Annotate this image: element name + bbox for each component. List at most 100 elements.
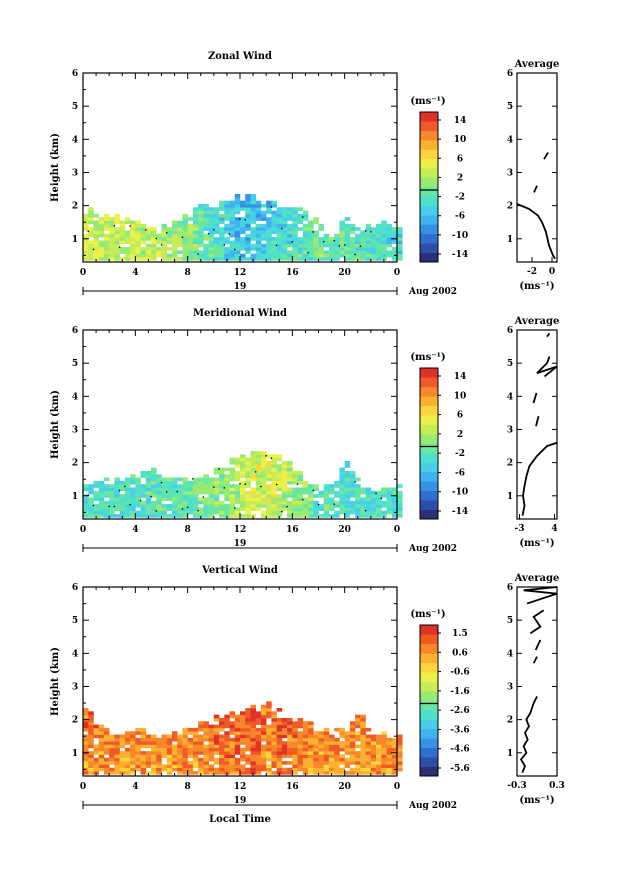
heatmap-cell — [355, 253, 361, 258]
contour-dot — [129, 503, 131, 506]
heatmap-cell — [281, 230, 288, 235]
heatmap-cell — [140, 250, 147, 255]
heatmap-cell — [266, 494, 272, 498]
heatmap-cell — [281, 717, 288, 722]
heatmap-cell — [234, 751, 241, 755]
colorbar-tick-label: -14 — [452, 507, 468, 517]
heatmap-cell — [213, 771, 220, 775]
heatmap-cell — [219, 203, 225, 208]
heatmap-cell — [245, 210, 251, 215]
heatmap-cell — [266, 474, 272, 478]
heatmap-cell — [260, 213, 267, 218]
heatmap-cell — [219, 737, 225, 742]
heatmap-cell — [234, 243, 241, 248]
heatmap-cell — [349, 767, 356, 772]
heatmap-cell — [208, 747, 215, 752]
heatmap-cell — [287, 467, 293, 472]
heatmap-cell — [229, 233, 236, 238]
heatmap-cell — [276, 480, 283, 485]
contour-dot — [333, 239, 336, 242]
heatmap-cell — [151, 747, 157, 752]
heatmap-cell — [260, 237, 267, 241]
heatmap-cell — [355, 751, 361, 755]
heatmap-cell — [245, 757, 251, 762]
heatmap-cell — [318, 223, 325, 228]
heatmap-cell — [182, 734, 188, 739]
heatmap-cell — [171, 220, 178, 225]
heatmap-cell — [355, 761, 361, 765]
heatmap-cell — [349, 741, 356, 745]
colorbar-unit: (ms⁻¹) — [410, 96, 445, 107]
heatmap-cell — [360, 734, 366, 739]
contour-dot — [145, 229, 147, 231]
heatmap-cell — [245, 510, 251, 515]
heatmap-cell — [255, 253, 262, 258]
heatmap-cell — [386, 487, 393, 492]
heatmap-cell — [213, 507, 220, 512]
heatmap-cell — [255, 487, 262, 492]
heatmap-cell — [318, 237, 325, 241]
heatmap-cell — [302, 721, 309, 725]
heatmap-cell — [281, 250, 288, 255]
heatmap-cell — [161, 497, 168, 502]
heatmap-cell — [292, 500, 298, 505]
heatmap-cell — [187, 741, 194, 745]
heatmap-cell — [161, 484, 168, 488]
heatmap-cell — [344, 757, 351, 762]
heatmap-cell — [224, 497, 230, 502]
heatmap-cell — [292, 243, 298, 248]
colorbar-swatch — [420, 719, 438, 730]
heatmap-cell — [208, 227, 215, 231]
heatmap-cell — [328, 734, 335, 739]
heatmap-cell — [234, 757, 241, 762]
heatmap-cell — [240, 714, 246, 719]
heatmap-cell — [302, 737, 309, 742]
heatmap-cell — [114, 477, 120, 482]
heatmap-cell — [229, 741, 236, 745]
heatmap-cell — [151, 233, 157, 238]
heatmap-cell — [334, 253, 340, 258]
heatmap-cell — [145, 484, 152, 488]
heatmap-cell — [140, 500, 147, 505]
heatmap-cell — [344, 484, 351, 488]
heatmap-cell — [276, 761, 283, 765]
heatmap-cell — [103, 220, 110, 225]
heatmap-cell — [397, 747, 403, 752]
heatmap-cell — [245, 250, 251, 255]
heatmap-cell — [161, 237, 168, 241]
colorbar-swatch — [420, 215, 438, 225]
heatmap-cell — [266, 220, 272, 225]
heatmap-cell — [198, 734, 204, 739]
heatmap-cell — [213, 504, 220, 508]
average-profile-segment — [532, 656, 538, 664]
heatmap-cell — [219, 767, 225, 772]
heatmap-cell — [302, 257, 309, 261]
heatmap-cell — [119, 764, 126, 769]
heatmap-cell — [344, 500, 351, 505]
heatmap-cell — [103, 757, 110, 762]
heatmap-cell — [140, 474, 147, 478]
heatmap-cell — [109, 250, 115, 255]
heatmap-cell — [208, 477, 215, 482]
heatmap-cell — [109, 507, 115, 512]
heatmap-cell — [109, 484, 115, 488]
heatmap-cell — [140, 754, 147, 759]
heatmap-cell — [349, 240, 356, 245]
heatmap-cell — [229, 253, 236, 258]
heatmap-cell — [260, 500, 267, 505]
heatmap-cell — [219, 734, 225, 739]
heatmap-cell — [287, 257, 293, 261]
heatmap-cell — [83, 754, 89, 759]
heatmap-cell — [151, 480, 157, 485]
heatmap-cell — [240, 487, 246, 492]
heatmap-cell — [260, 714, 267, 719]
heatmap-cell — [114, 253, 120, 258]
heatmap-cell — [156, 761, 162, 765]
heatmap-cell — [376, 240, 382, 245]
heatmap-cell — [391, 761, 398, 765]
heatmap-cell — [266, 724, 272, 729]
heatmap-cell — [171, 504, 178, 508]
heatmap-cell — [302, 233, 309, 238]
average-title: Average — [514, 59, 560, 70]
